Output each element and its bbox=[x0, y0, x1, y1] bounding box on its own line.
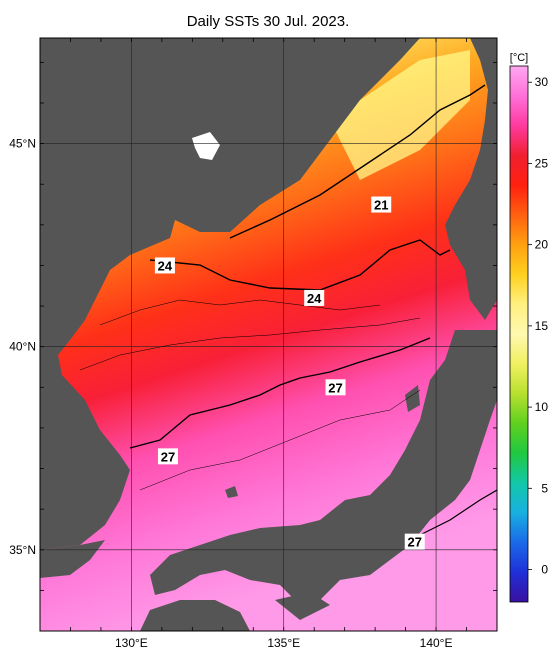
colorbar-tick-label: 10 bbox=[535, 400, 549, 414]
contour-label-text: 27 bbox=[328, 380, 342, 395]
colorbar: [°C] 0 5 10 15 20 25 30 bbox=[509, 52, 549, 603]
colorbar-tick-label: 0 bbox=[541, 563, 548, 577]
contour-label-text: 24 bbox=[158, 258, 173, 273]
isotherm-27 bbox=[129, 337, 431, 449]
contour-label-text: 27 bbox=[161, 449, 175, 464]
isotherm-27-east bbox=[419, 489, 497, 536]
contour-label-box bbox=[371, 196, 392, 213]
contour-label-text: 21 bbox=[374, 198, 388, 213]
hokkaido-sakhalin bbox=[445, 38, 497, 320]
contour-label: 27 bbox=[157, 448, 178, 465]
colorbar-ticks: 0 5 10 15 20 25 30 bbox=[528, 75, 549, 577]
map-frame bbox=[39, 37, 498, 632]
isotherm-24 bbox=[149, 239, 451, 291]
cool-water-patch bbox=[330, 50, 470, 180]
contour-label-text: 27 bbox=[408, 535, 422, 550]
graticule bbox=[40, 38, 497, 631]
lat-tick-label: 35°N bbox=[9, 543, 36, 557]
contour-label: 21 bbox=[371, 196, 392, 213]
contour-label: 27 bbox=[404, 533, 425, 550]
asian-continent bbox=[40, 38, 420, 550]
contour-label-text: 24 bbox=[307, 291, 322, 306]
contour-label-box bbox=[304, 289, 325, 306]
oki-island bbox=[225, 486, 238, 498]
shikoku-kyushu bbox=[140, 600, 250, 631]
contour-label-box bbox=[404, 533, 425, 550]
map-title: Daily SSTs 30 Jul. 2023. bbox=[187, 13, 350, 30]
isotherm-lines bbox=[79, 84, 497, 536]
sado-island bbox=[405, 385, 420, 412]
contour-label-box bbox=[154, 257, 175, 274]
map-plot-area bbox=[40, 38, 497, 631]
colorbar-scale bbox=[509, 65, 529, 603]
colorbar-tick-label: 30 bbox=[535, 75, 549, 89]
contour-label: 24 bbox=[154, 257, 175, 274]
contour-labels: 21 24 24 27 27 27 bbox=[154, 196, 425, 550]
lat-tick-label: 45°N bbox=[9, 137, 36, 151]
contour-label: 27 bbox=[325, 379, 346, 396]
colorbar-tick-label: 20 bbox=[535, 238, 549, 252]
contour-label-box bbox=[157, 448, 178, 465]
isotherm-21 bbox=[229, 84, 486, 239]
lon-tick-label: 140°E bbox=[420, 636, 453, 650]
cloud-patch bbox=[192, 132, 220, 160]
isotherm-26 bbox=[79, 317, 421, 371]
isotherm-25 bbox=[99, 299, 381, 326]
latitude-ticks: 45°N 40°N 35°N bbox=[9, 61, 497, 632]
colorbar-tick-label: 5 bbox=[541, 481, 548, 495]
colorbar-unit: [°C] bbox=[510, 52, 528, 64]
awaji-area bbox=[275, 592, 330, 620]
lat-tick-label: 40°N bbox=[9, 340, 36, 354]
contour-label: 24 bbox=[304, 289, 325, 306]
colorbar-tick-label: 25 bbox=[535, 156, 549, 170]
lon-tick-label: 130°E bbox=[115, 636, 148, 650]
isotherm-28 bbox=[139, 389, 421, 491]
lon-tick-label: 135°E bbox=[267, 636, 300, 650]
colorbar-tick-label: 15 bbox=[535, 319, 549, 333]
contour-label-box bbox=[325, 379, 346, 396]
longitude-ticks: 130°E 135°E 140°E bbox=[39, 38, 498, 650]
